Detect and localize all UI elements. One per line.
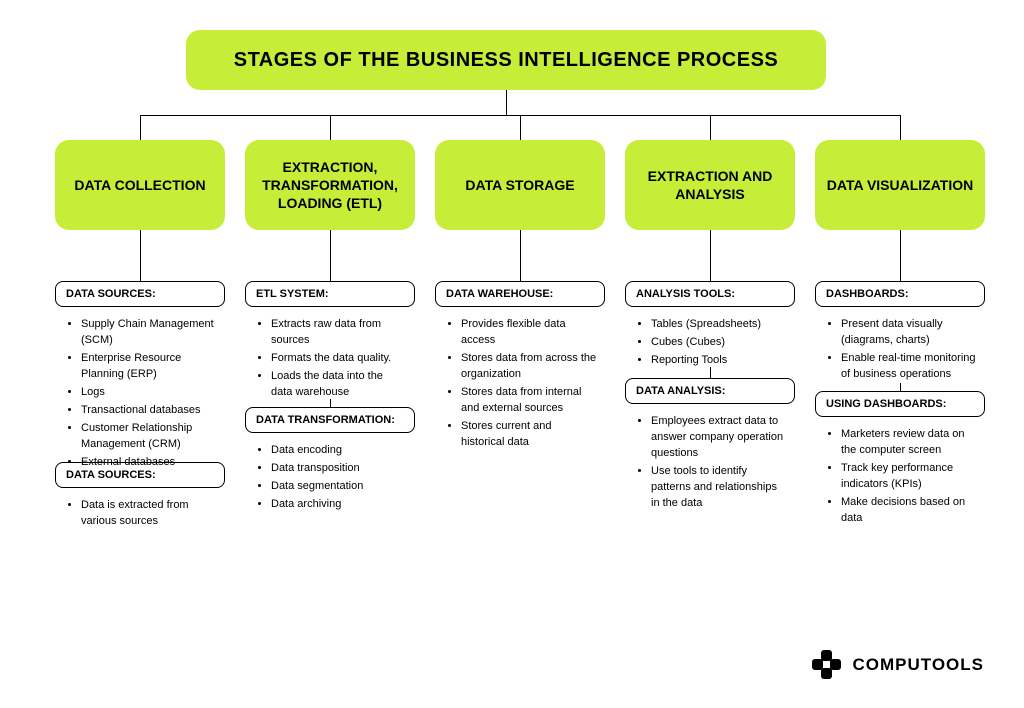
connector-line <box>900 115 901 140</box>
bullet-item: Enterprise Resource Planning (ERP) <box>81 351 217 383</box>
bullet-item: Marketers review data on the computer sc… <box>841 427 977 459</box>
bullet-item: Data transposition <box>271 461 407 477</box>
bullet-item: Data archiving <box>271 497 407 513</box>
connector-line <box>330 115 331 140</box>
sub-header: DATA SOURCES: <box>55 462 225 488</box>
bullet-item: Track key performance indicators (KPIs) <box>841 461 977 493</box>
bullet-item: Use tools to identify patterns and relat… <box>651 464 787 512</box>
sub-header: ETL SYSTEM: <box>245 281 415 307</box>
sub-header: USING DASHBOARDS: <box>815 391 985 417</box>
bullet-item: Provides flexible data access <box>461 317 597 349</box>
computools-icon <box>812 650 842 680</box>
bullet-item: Data segmentation <box>271 479 407 495</box>
bullet-item: Employees extract data to answer company… <box>651 414 787 462</box>
stage-5: DATA VISUALIZATION <box>815 140 985 230</box>
sub-bullets: Data is extracted from various sources <box>55 490 225 540</box>
sub-header: DATA ANALYSIS: <box>625 378 795 404</box>
sub-header: DATA SOURCES: <box>55 281 225 307</box>
brand-logo: COMPUTOOLS <box>812 650 984 680</box>
bullet-item: Data encoding <box>271 443 407 459</box>
sub-header: ANALYSIS TOOLS: <box>625 281 795 307</box>
bullet-item: Tables (Spreadsheets) <box>651 317 787 333</box>
bullet-item: Extracts raw data from sources <box>271 317 407 349</box>
sub-bullets: Marketers review data on the computer sc… <box>815 419 985 537</box>
bullet-item: Transactional databases <box>81 403 217 419</box>
stage-1: DATA COLLECTION <box>55 140 225 230</box>
connector-line <box>710 115 711 140</box>
sub-header: DASHBOARDS: <box>815 281 985 307</box>
brand-text: COMPUTOOLS <box>852 655 984 675</box>
sub-bullets: Tables (Spreadsheets) Cubes (Cubes) Report… <box>625 309 795 379</box>
bullet-item: Present data visually (diagrams, charts) <box>841 317 977 349</box>
bullet-item: Cubes (Cubes) <box>651 335 787 351</box>
stage-2: EXTRACTION, TRANSFORMATION, LOADING (ETL… <box>245 140 415 230</box>
stage-4: EXTRACTION AND ANALYSIS <box>625 140 795 230</box>
bullet-item: Data is extracted from various sources <box>81 498 217 530</box>
connector-line <box>140 230 141 281</box>
sub-bullets: Data encoding Data transposition Data segm… <box>245 435 415 523</box>
bullet-item: Supply Chain Management (SCM) <box>81 317 217 349</box>
bullet-item: Stores data from across the organization <box>461 351 597 383</box>
sub-bullets: Supply Chain Management (SCM)Enterprise … <box>55 309 225 480</box>
sub-bullets: Employees extract data to answer company… <box>625 406 795 522</box>
connector-line <box>520 230 521 281</box>
bullet-item: Enable real-time monitoring of business … <box>841 351 977 383</box>
sub-header: DATA WAREHOUSE: <box>435 281 605 307</box>
bullet-item: Loads the data into the data warehouse <box>271 369 407 401</box>
bullet-item: Stores current and historical data <box>461 419 597 451</box>
connector-line <box>900 230 901 281</box>
sub-bullets: Provides flexible data accessStores data… <box>435 309 605 461</box>
connector-line <box>506 90 507 115</box>
bullet-item: Reporting Tools <box>651 353 787 369</box>
connector-line <box>140 115 141 140</box>
stage-3: DATA STORAGE <box>435 140 605 230</box>
connector-line <box>520 115 521 140</box>
connector-line <box>710 230 711 281</box>
bullet-item: Customer Relationship Management (CRM) <box>81 421 217 453</box>
sub-bullets: Extracts raw data from sources Formats th… <box>245 309 415 411</box>
diagram-title: STAGES OF THE BUSINESS INTELLIGENCE PROC… <box>186 30 826 90</box>
bullet-item: Formats the data quality. <box>271 351 407 367</box>
bullet-item: Logs <box>81 385 217 401</box>
sub-bullets: Present data visually (diagrams, charts)… <box>815 309 985 393</box>
connector-line <box>330 230 331 281</box>
sub-header: DATA TRANSFORMATION: <box>245 407 415 433</box>
bullet-item: Stores data from internal and external s… <box>461 385 597 417</box>
bullet-item: Make decisions based on data <box>841 495 977 527</box>
